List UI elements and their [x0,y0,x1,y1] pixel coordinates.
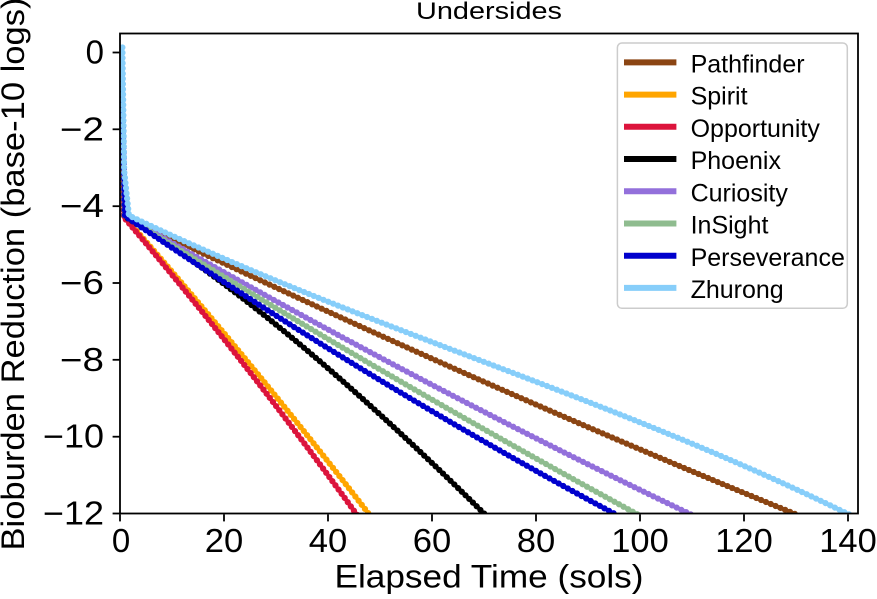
svg-text:Bioburden Reduction (base-10 l: Bioburden Reduction (base-10 logs) [0,0,31,551]
svg-text:−12: −12 [43,495,104,532]
svg-text:120: 120 [715,522,773,559]
svg-text:−2: −2 [60,110,104,147]
svg-text:Elapsed Time (sols): Elapsed Time (sols) [335,559,644,595]
svg-text:Undersides: Undersides [416,0,562,25]
svg-text:Pathfinder: Pathfinder [691,51,805,79]
svg-text:Spirit: Spirit [691,83,748,111]
svg-text:80: 80 [517,522,556,559]
svg-text:Phoenix: Phoenix [691,147,782,175]
svg-text:60: 60 [413,522,452,559]
svg-text:Opportunity: Opportunity [691,115,821,143]
svg-text:0: 0 [86,34,104,71]
svg-text:20: 20 [205,522,244,559]
svg-text:−4: −4 [60,187,104,224]
svg-text:InSight: InSight [691,212,769,240]
svg-text:Zhurong: Zhurong [691,276,784,304]
svg-text:−6: −6 [60,264,104,301]
svg-text:Perseverance: Perseverance [691,244,845,272]
svg-text:−8: −8 [60,341,104,378]
svg-text:100: 100 [611,522,669,559]
svg-text:0: 0 [112,522,130,559]
svg-text:140: 140 [819,522,877,559]
svg-text:40: 40 [309,522,348,559]
svg-text:Curiosity: Curiosity [691,179,789,207]
svg-text:−10: −10 [43,418,104,455]
